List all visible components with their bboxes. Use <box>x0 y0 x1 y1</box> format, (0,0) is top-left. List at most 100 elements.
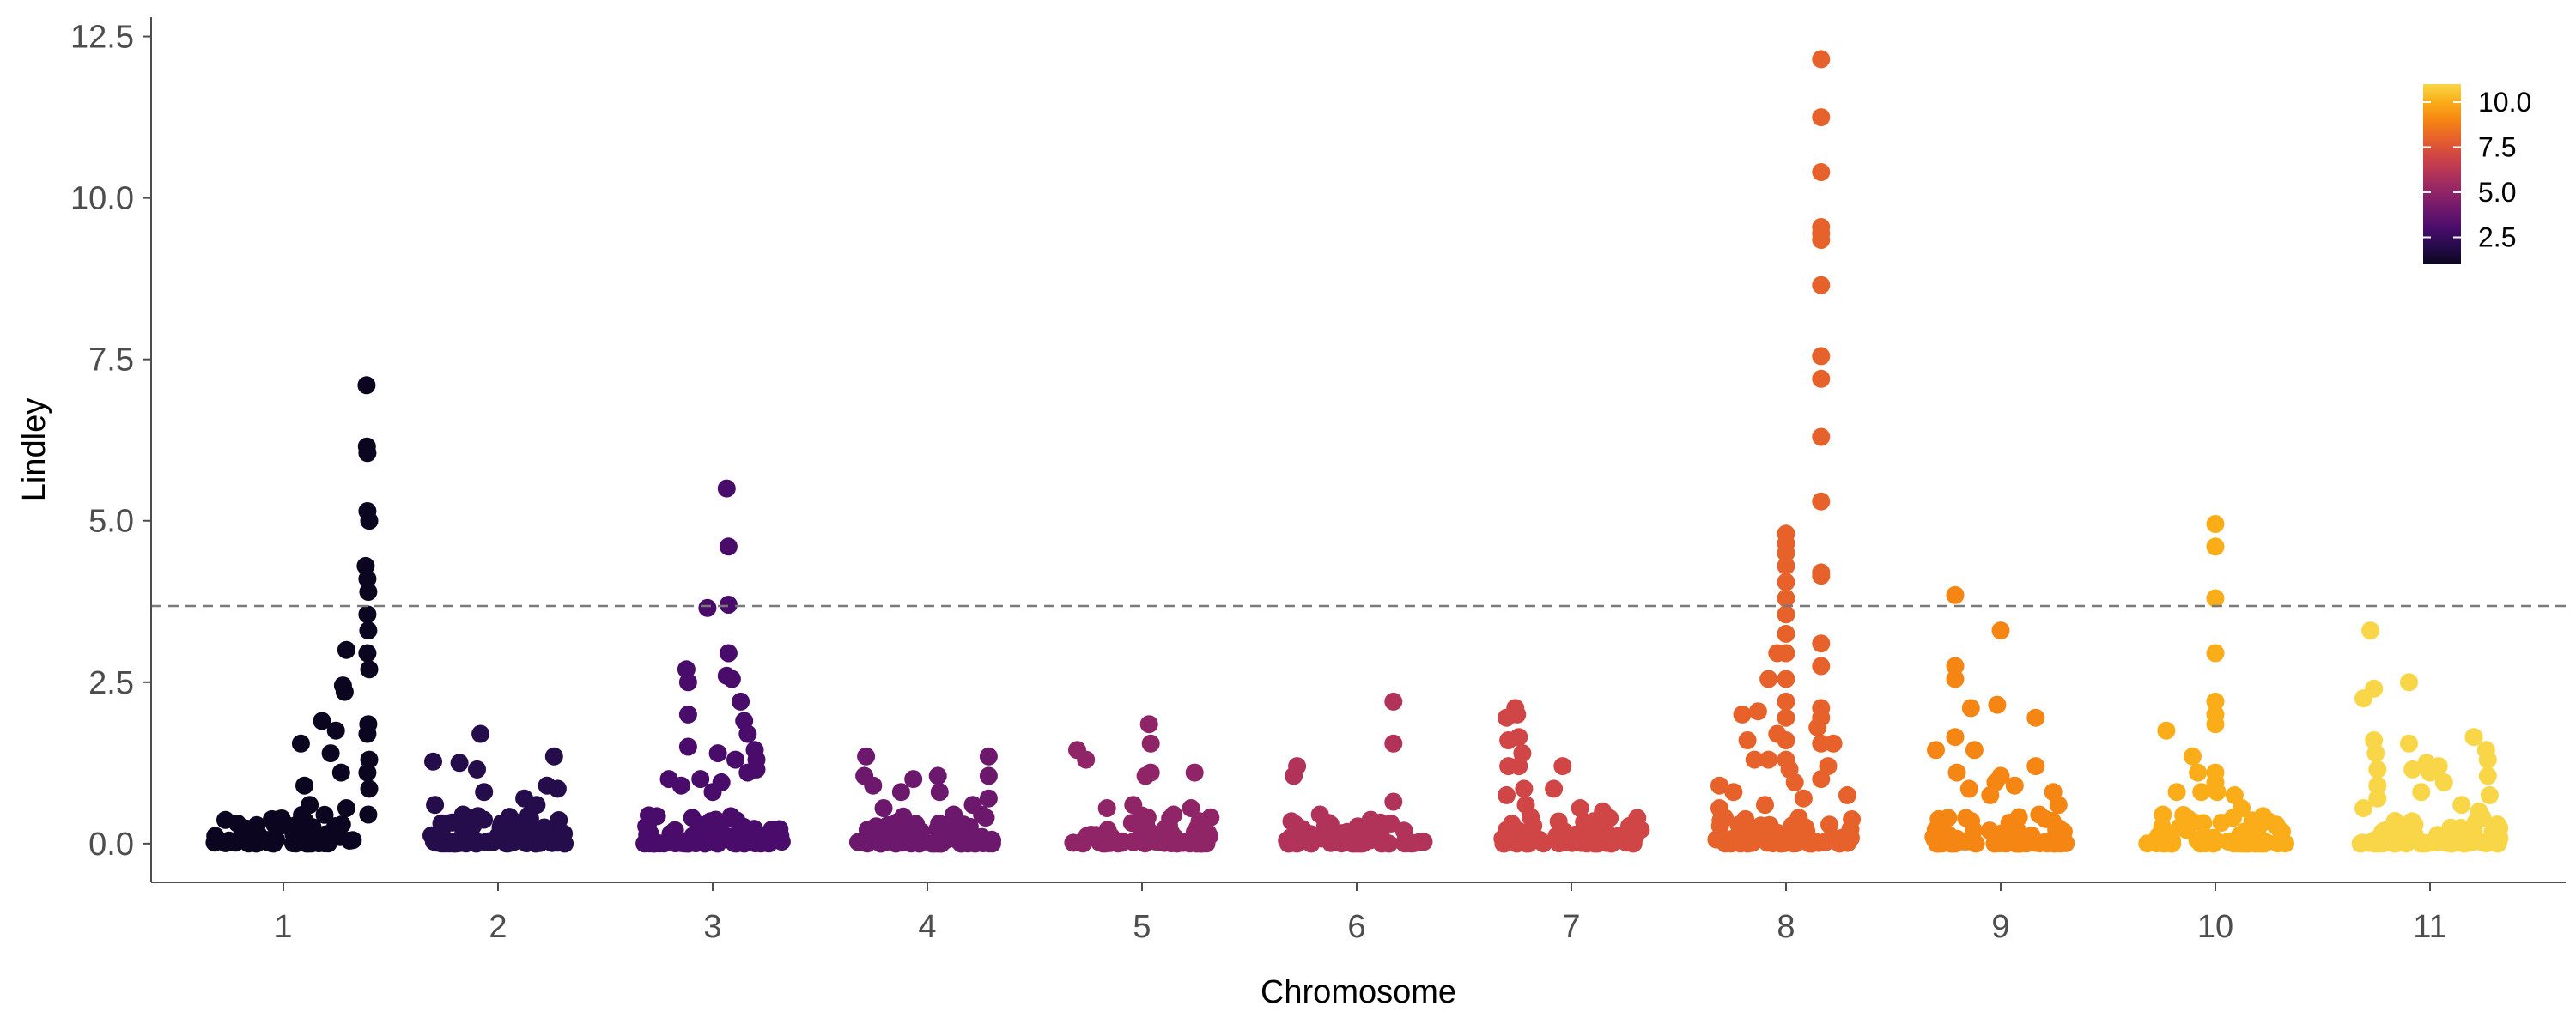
data-point <box>1164 805 1183 824</box>
data-point <box>1777 573 1795 591</box>
data-point <box>678 705 697 724</box>
data-point <box>2245 821 2263 839</box>
data-point <box>1820 815 1838 834</box>
data-point <box>1097 799 1116 817</box>
data-point <box>1510 757 1528 776</box>
data-point <box>945 805 963 824</box>
data-point <box>2368 789 2387 808</box>
data-point <box>960 817 979 836</box>
data-point <box>424 752 442 771</box>
data-point <box>930 783 949 802</box>
data-point <box>2233 799 2251 817</box>
data-point <box>2188 831 2207 850</box>
data-point <box>2276 834 2294 853</box>
data-point <box>963 796 982 815</box>
data-point <box>1724 783 1743 802</box>
data-point <box>1816 833 1835 851</box>
data-point <box>864 776 883 795</box>
data-point <box>360 779 379 798</box>
data-point <box>1122 814 1141 833</box>
data-point <box>1549 812 1568 831</box>
y-tick-label: 2.5 <box>88 665 134 701</box>
data-point <box>1073 834 1092 853</box>
data-point <box>2452 796 2471 815</box>
data-point <box>2026 708 2045 727</box>
data-point <box>1341 833 1360 852</box>
data-point <box>2351 834 2370 853</box>
data-point <box>358 644 377 663</box>
data-point <box>738 763 757 782</box>
data-point <box>2157 721 2176 740</box>
data-point <box>358 444 377 463</box>
x-tick-label: 4 <box>918 909 936 945</box>
data-point <box>2478 750 2497 769</box>
data-point <box>979 789 998 808</box>
data-point <box>1965 821 1983 839</box>
data-point <box>1939 809 1958 827</box>
data-point <box>216 810 234 829</box>
data-point <box>738 724 757 743</box>
data-point <box>331 763 350 782</box>
data-point <box>2385 834 2404 853</box>
data-point <box>1414 833 1433 851</box>
data-point <box>2005 776 2024 795</box>
data-point <box>2368 760 2387 779</box>
data-point <box>2184 813 2202 832</box>
data-point <box>1777 670 1795 688</box>
data-point <box>2458 833 2476 851</box>
data-point <box>2154 805 2172 824</box>
data-point <box>2473 809 2492 827</box>
data-point <box>1384 792 1403 811</box>
data-point <box>973 827 991 846</box>
data-point <box>1988 695 2007 714</box>
data-point <box>426 796 445 815</box>
data-point <box>291 734 310 753</box>
data-point <box>683 827 702 845</box>
data-point <box>1947 763 1966 782</box>
data-point <box>759 834 778 853</box>
data-point <box>358 763 377 782</box>
y-axis-title: Lindley <box>16 398 52 501</box>
series-chr-6 <box>1278 692 1433 853</box>
data-point <box>1764 832 1783 851</box>
data-point <box>728 833 747 851</box>
data-point <box>2030 805 2049 824</box>
data-point <box>708 834 727 853</box>
data-point <box>445 834 464 853</box>
data-point <box>2434 772 2453 791</box>
data-point <box>326 721 345 740</box>
data-point <box>299 832 318 851</box>
data-point <box>2368 776 2387 795</box>
data-point <box>205 833 224 852</box>
data-point <box>321 744 340 763</box>
data-point <box>1756 796 1774 815</box>
data-point <box>1819 757 1838 776</box>
data-point <box>1188 834 1206 853</box>
data-point <box>1321 815 1340 833</box>
data-point <box>1158 821 1177 840</box>
data-point <box>295 776 313 795</box>
data-point <box>1965 741 1984 760</box>
data-point <box>857 747 876 766</box>
series-chr-5 <box>1064 715 1220 853</box>
data-point <box>1777 644 1795 663</box>
data-point <box>2167 783 2186 802</box>
data-point <box>1394 821 1413 840</box>
data-point <box>1785 772 1804 791</box>
series-chr-3 <box>635 479 791 853</box>
data-point <box>2154 824 2173 843</box>
data-point <box>955 833 974 852</box>
y-tick-label: 5.0 <box>88 504 134 540</box>
data-point <box>2478 766 2497 785</box>
data-point <box>1607 831 1626 850</box>
y-ticks: 0.0 2.5 5.0 7.5 10.0 12.5 <box>70 20 151 863</box>
data-point <box>337 640 355 659</box>
data-point <box>2206 692 2225 711</box>
data-point <box>1384 734 1403 753</box>
data-point <box>1124 796 1143 815</box>
data-point <box>1777 731 1795 749</box>
data-point <box>928 766 947 785</box>
series-chr-1 <box>205 376 379 853</box>
data-point <box>1139 715 1158 734</box>
data-point <box>1777 624 1795 643</box>
